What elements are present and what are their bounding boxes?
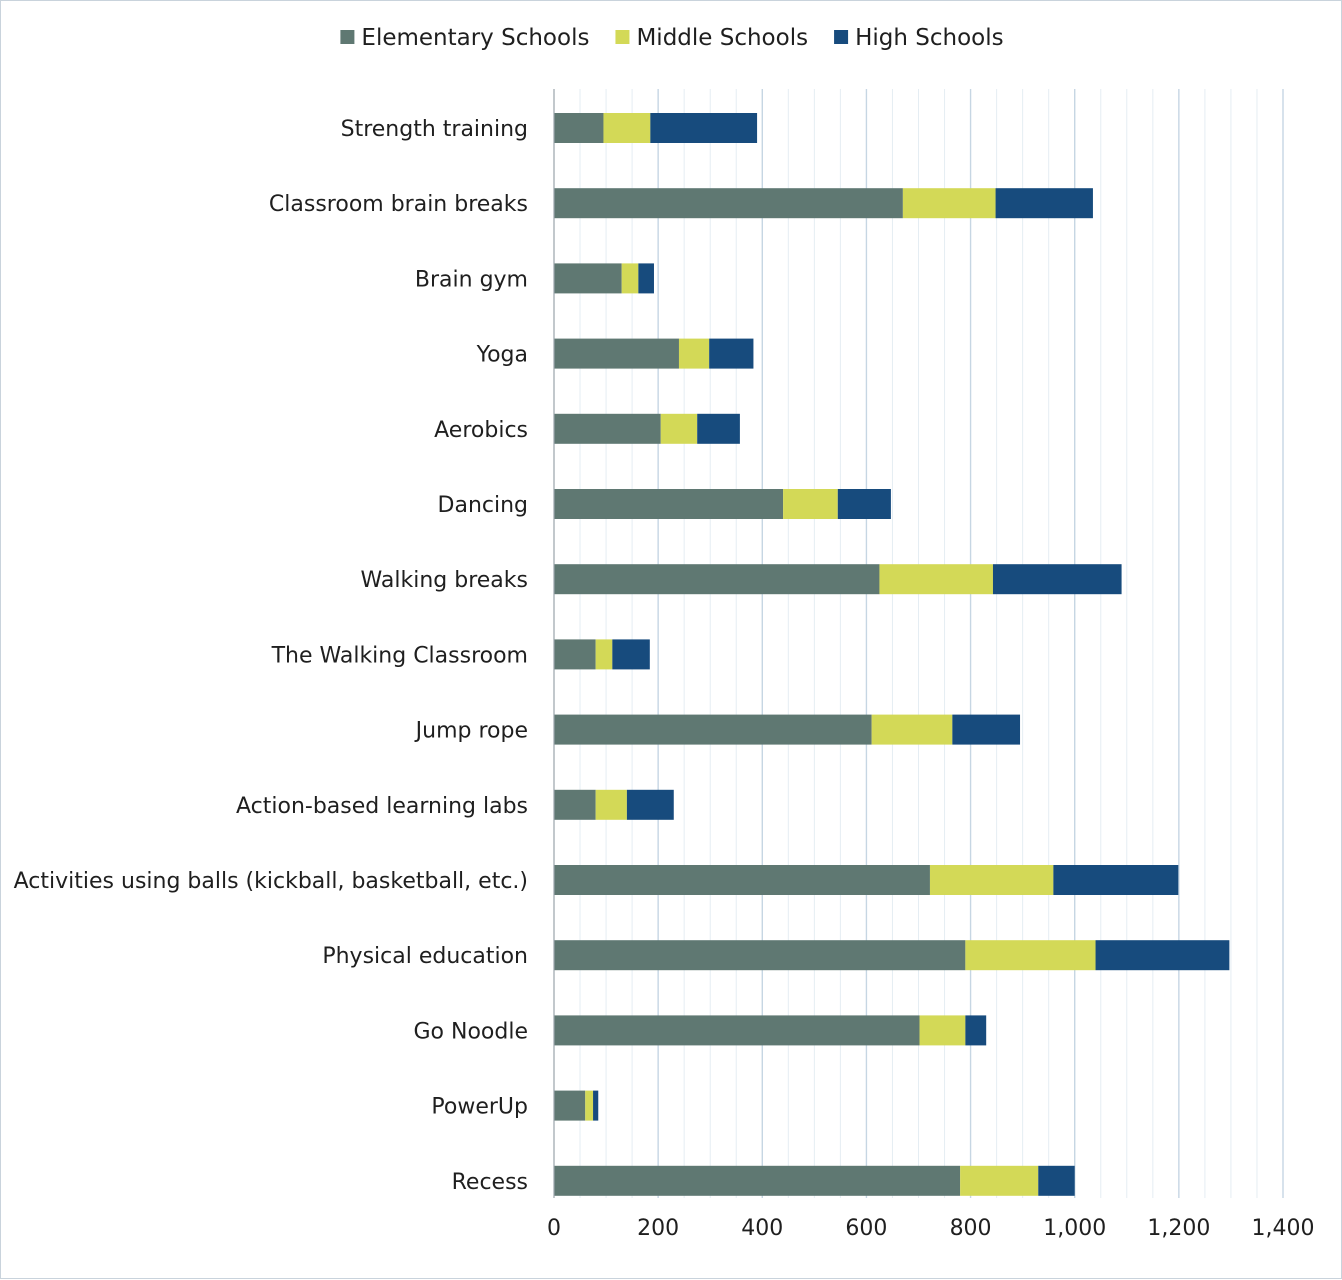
x-tick-label: 1,400	[1252, 1216, 1315, 1241]
category-label: Go Noodle	[414, 1019, 529, 1044]
bars	[554, 113, 1230, 1196]
category-label: Action-based learning labs	[236, 794, 528, 819]
bar-segment-middle	[919, 1015, 966, 1046]
category-label: Aerobics	[434, 418, 528, 443]
bar-segment-middle	[595, 789, 627, 820]
category-label: Walking breaks	[361, 568, 528, 593]
bar-segment-high	[992, 564, 1122, 595]
bar-segment-elementary	[554, 413, 661, 444]
category-label: Brain gym	[415, 267, 528, 292]
legend-swatch	[834, 30, 849, 44]
bar-segment-high	[626, 789, 674, 820]
category-label: Activities using balls (kickball, basket…	[14, 869, 528, 894]
bar-segment-elementary	[554, 338, 679, 369]
category-label: Physical education	[322, 944, 528, 969]
bar-segment-high	[593, 1090, 599, 1121]
bar-segment-elementary	[554, 113, 604, 143]
bar-segment-high	[1038, 1165, 1075, 1196]
bar-segment-high	[1095, 940, 1230, 971]
bar-segment-middle	[585, 1090, 594, 1121]
bar-segment-middle	[678, 338, 710, 369]
bar-segment-high	[965, 1015, 987, 1046]
category-label: Recess	[452, 1170, 528, 1195]
x-tick-label: 800	[950, 1216, 992, 1241]
legend-swatch	[340, 30, 355, 44]
bar-segment-elementary	[554, 564, 880, 595]
bar-segment-middle	[871, 714, 953, 745]
bar-segment-high	[612, 639, 650, 670]
bar-segment-middle	[660, 413, 698, 444]
bar-segment-elementary	[554, 263, 622, 294]
bar-segment-middle	[929, 865, 1054, 895]
bar-segment-elementary	[554, 188, 903, 219]
bar-segment-elementary	[554, 789, 596, 820]
category-label: Yoga	[476, 343, 528, 368]
bar-segment-elementary	[554, 940, 966, 971]
bar-segment-high	[697, 413, 740, 444]
bar-segment-high	[995, 188, 1093, 219]
bar-segment-high	[638, 263, 654, 294]
bar-segment-elementary	[554, 865, 930, 895]
legend-label: Middle Schools	[636, 25, 808, 51]
category-label: The Walking Classroom	[271, 643, 528, 668]
bar-segment-middle	[902, 188, 996, 219]
legend-label: Elementary Schools	[361, 25, 589, 51]
x-tick-label: 1,000	[1043, 1216, 1106, 1241]
legend: Elementary Schools Middle Schools High Sch…	[340, 25, 1004, 51]
x-tick-label: 1,200	[1147, 1216, 1210, 1241]
bar-segment-high	[650, 113, 758, 143]
bar-segment-high	[1053, 865, 1179, 895]
category-label: PowerUp	[431, 1095, 528, 1120]
category-label: Jump rope	[414, 719, 528, 744]
bar-segment-middle	[603, 113, 651, 143]
axes: Strength training Classroom brain breaks B…	[14, 89, 1315, 1241]
legend-label: High Schools	[855, 25, 1004, 51]
x-tick-label: 600	[845, 1216, 887, 1241]
bar-segment-high	[837, 489, 891, 519]
bar-segment-elementary	[554, 1090, 586, 1121]
bar-segment-middle	[621, 263, 639, 294]
bar-segment-elementary	[554, 1165, 961, 1196]
x-tick-label: 200	[637, 1216, 679, 1241]
bar-segment-middle	[960, 1165, 1039, 1196]
legend-item: Middle Schools	[615, 25, 808, 51]
bar-segment-middle	[595, 639, 613, 670]
legend-item: Elementary Schools	[340, 25, 589, 51]
bar-segment-high	[709, 338, 754, 369]
grid-lines	[579, 89, 1284, 1198]
legend-item: High Schools	[834, 25, 1004, 51]
category-label: Dancing	[438, 493, 528, 518]
bar-segment-elementary	[554, 714, 872, 745]
x-tick-label: 400	[741, 1216, 783, 1241]
bar-segment-middle	[783, 489, 838, 519]
x-tick-label: 0	[547, 1216, 561, 1241]
legend-swatch	[615, 30, 630, 44]
bar-segment-elementary	[554, 639, 596, 670]
bar-segment-elementary	[554, 489, 784, 519]
category-label: Strength training	[341, 117, 528, 142]
bar-segment-middle	[879, 564, 993, 595]
bar-segment-elementary	[554, 1015, 920, 1046]
bar-segment-middle	[965, 940, 1096, 971]
bar-segment-high	[952, 714, 1021, 745]
category-label: Classroom brain breaks	[269, 192, 528, 217]
